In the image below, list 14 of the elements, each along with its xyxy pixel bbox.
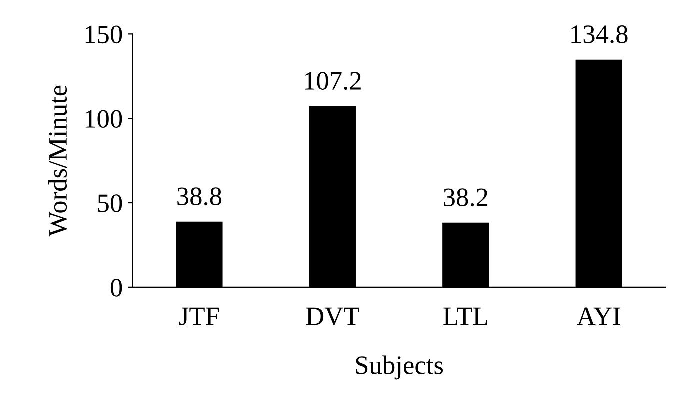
y-tick-label: 150 bbox=[86, 26, 122, 44]
x-tick-label: AYI bbox=[577, 308, 620, 326]
y-tick-label: 100 bbox=[86, 110, 122, 128]
x-tick-label: DVT bbox=[306, 308, 360, 326]
data-label: 134.8 bbox=[572, 26, 628, 44]
data-label: 107.2 bbox=[305, 72, 361, 90]
data-label: 38.8 bbox=[178, 188, 222, 206]
y-tick-label: 50 bbox=[98, 194, 122, 212]
x-tick-label: JTF bbox=[179, 308, 220, 326]
x-axis-title: Subjects bbox=[356, 356, 444, 380]
x-tick-label: LTL bbox=[444, 308, 488, 326]
y-axis-title: Words/Minute bbox=[48, 86, 68, 237]
y-tick-label: 0 bbox=[110, 279, 122, 297]
data-label: 38.2 bbox=[444, 188, 488, 207]
